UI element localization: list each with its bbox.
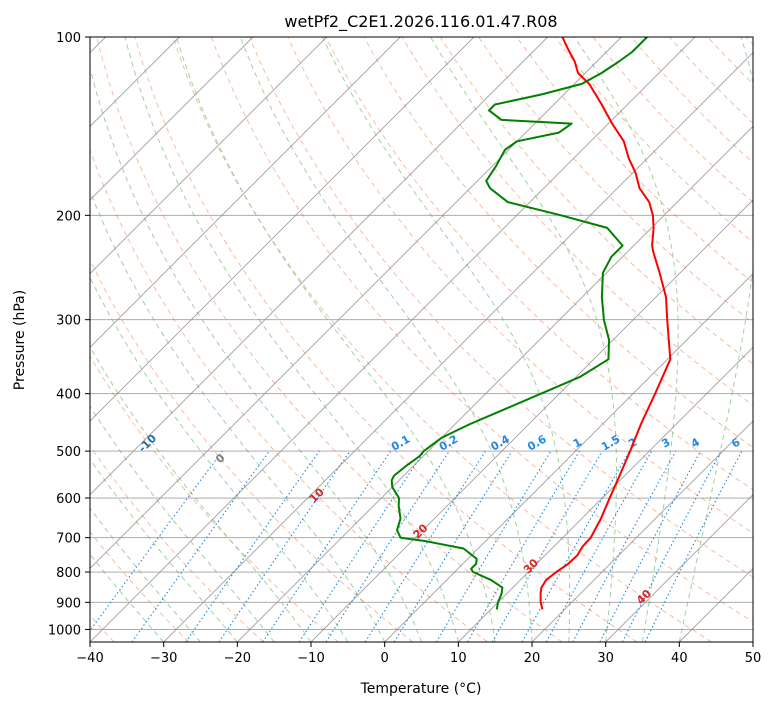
dry-adiabat (90, 531, 190, 642)
mixing-ratio-line (90, 450, 223, 632)
dry-adiabat (401, 37, 753, 406)
isotherm (90, 37, 401, 348)
isotherm (237, 125, 753, 642)
y-tick-label: 700 (56, 532, 81, 547)
chart-title: wetPf2_C2E1.2026.116.01.47.R08 (284, 12, 557, 32)
y-tick-label: 900 (56, 596, 81, 611)
x-tick-label: 10 (450, 651, 467, 666)
y-tick-label: 300 (56, 314, 81, 329)
x-axis-label: Temperature (°C) (360, 681, 482, 697)
mixing-ratio-line (131, 450, 270, 642)
moist-adiabat (90, 345, 312, 642)
isotherm (90, 37, 696, 642)
moist-adiabat (90, 276, 349, 642)
y-axis-label: Pressure (hPa) (12, 290, 28, 390)
y-tick-label: 600 (56, 492, 81, 507)
moist-adiabat (239, 37, 533, 642)
dry-adiabat (172, 37, 712, 642)
x-tick-label: 40 (671, 651, 688, 666)
isotherm (163, 52, 753, 642)
isotherm (310, 199, 753, 642)
x-tick-label: −40 (76, 651, 103, 666)
mixing-ratio-line (262, 450, 392, 642)
moist-adiabat (430, 37, 617, 642)
mixing-ratio-line (185, 450, 320, 642)
dry-adiabat (90, 445, 264, 642)
x-tick-label: −10 (297, 651, 324, 666)
moist-adiabat (90, 405, 275, 642)
x-tick-label: −20 (224, 651, 251, 666)
mixing-ratio-line (298, 450, 425, 642)
dry-adiabat (96, 37, 563, 642)
moist-adiabat (90, 553, 165, 642)
isotherm (90, 37, 327, 275)
y-tick-label: 1000 (48, 623, 81, 638)
dry-adiabat (90, 258, 414, 642)
dry-adiabat (134, 37, 638, 642)
x-tick-label: 50 (745, 651, 762, 666)
dry-adiabat (439, 37, 753, 365)
x-tick-label: 30 (597, 651, 614, 666)
mixing-ratio-line (393, 450, 513, 642)
isotherm (90, 37, 254, 201)
mixing-ratio-line (644, 450, 743, 642)
isotherm (605, 494, 753, 642)
x-tick-label: 0 (381, 651, 389, 666)
y-tick-label: 400 (56, 388, 81, 403)
isotherm (90, 37, 475, 422)
mixing-ratio-line (521, 450, 630, 642)
isotherm (531, 420, 753, 642)
isotherm (90, 37, 622, 569)
plot-area: 0.10.20.40.611.52346810131620253036-100-… (90, 37, 753, 642)
moist-adiabat (322, 37, 571, 642)
moist-adiabat (90, 65, 422, 642)
y-tick-label: 800 (56, 566, 81, 581)
moist-adiabat (90, 189, 386, 642)
dry-adiabat (90, 148, 488, 642)
dry-adiabat (249, 37, 753, 578)
mixing-ratio-line (572, 450, 677, 642)
isotherm (384, 273, 753, 642)
y-tick-label: 200 (56, 209, 81, 224)
x-tick-label: −30 (150, 651, 177, 666)
mixing-ratio-line (545, 450, 653, 642)
mixing-ratio-line (325, 450, 450, 642)
moist-adiabat (574, 37, 679, 642)
isotherm (458, 346, 753, 642)
plot-frame (89, 36, 754, 643)
mixing-ratio-line (218, 450, 351, 642)
moist-adiabat (90, 458, 238, 642)
dry-adiabat (90, 355, 339, 642)
moist-adiabat (175, 37, 496, 642)
temperature-profile (539, 37, 672, 610)
x-tick-label: 20 (524, 651, 541, 666)
moist-adiabat (90, 507, 201, 642)
dewpoint-profile (390, 37, 648, 610)
isotherm (90, 37, 548, 496)
y-tick-label: 500 (56, 445, 81, 460)
y-tick-label: 100 (56, 31, 81, 46)
axes: −40 −30 −20 −10 0 10 20 30 40 50 100 200 300 400 500 60… (48, 31, 761, 666)
dry-adiabat (210, 37, 753, 623)
moist-adiabat (124, 37, 459, 642)
dry-adiabat (516, 37, 753, 284)
